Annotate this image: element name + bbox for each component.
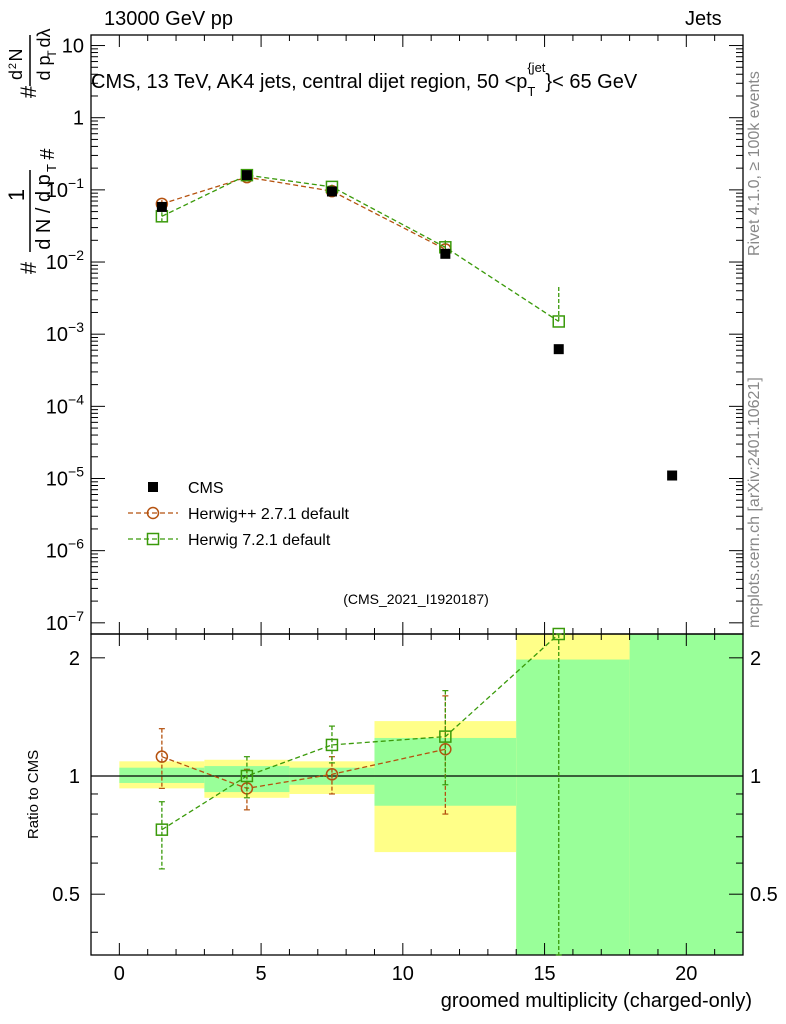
legend-label: Herwig 7.2.1 default [188, 532, 331, 549]
ratio-axis-label: Ratio to CMS [25, 750, 42, 839]
legend-marker [146, 532, 160, 546]
cms-point [156, 201, 167, 212]
ratio-y-tick-label-right: 1 [750, 766, 761, 788]
header-right: Jets [685, 8, 722, 30]
legend-label: Herwig++ 2.7.1 default [188, 506, 350, 523]
ratio-point [325, 768, 339, 781]
svg-text:N: N [6, 49, 26, 62]
ratio-point [155, 750, 169, 763]
analysis-id: (CMS_2021_I1920187) [343, 591, 489, 607]
x-tick-label: 20 [675, 963, 697, 985]
ratio-line-2 [161, 633, 560, 831]
y-tick-label: 10−7 [46, 608, 84, 635]
ratio-y-tick-label: 0.5 [52, 884, 80, 906]
ratio-line-1 [161, 748, 446, 790]
y-tick-label: 10−3 [46, 319, 84, 346]
ratio-point [439, 730, 452, 743]
chart-title: CMS, 13 TeV, AK4 jets, central dijet reg… [91, 60, 638, 99]
svg-text:1: 1 [4, 189, 29, 201]
svg-text:#: # [37, 148, 59, 160]
ratio-band-green-0 [119, 767, 205, 783]
y-tick-label: 10−6 [46, 536, 84, 563]
svg-text:T: T [45, 50, 59, 58]
series-line-2 [161, 174, 560, 323]
ratio-point [552, 627, 565, 641]
cms-point [440, 248, 451, 259]
ratio-point [240, 769, 254, 783]
ratio-point [439, 742, 452, 756]
y-tick-label: 1 [73, 108, 84, 130]
data-point [552, 315, 565, 328]
data-point [240, 168, 254, 182]
svg-text:dλ: dλ [34, 28, 54, 47]
ratio-y-tick-label: 2 [69, 648, 80, 670]
ratio-point [155, 823, 169, 836]
x-tick-label: 0 [114, 963, 125, 985]
svg-text:#: # [16, 261, 41, 274]
ratio-frame [90, 633, 744, 956]
svg-text:T: T [44, 164, 59, 172]
ratio-band-green-5 [629, 634, 743, 955]
y-tick-label: 10−5 [46, 464, 84, 491]
y-tick-label: 10−4 [46, 391, 84, 418]
svg-text:d N / d p: d N / d p [33, 174, 55, 250]
ratio-y-tick-label-right: 2 [750, 648, 761, 670]
ratio-point [325, 738, 339, 752]
y-tick-label: 10−2 [46, 247, 84, 274]
legend-marker [148, 482, 158, 492]
svg-text:2: 2 [7, 63, 19, 69]
cms-point [241, 170, 252, 181]
y-tick-label: 10−1 [46, 175, 84, 202]
y-tick-label: 10 [62, 36, 84, 58]
svg-text:#: # [16, 85, 41, 98]
svg-text:d: d [6, 70, 26, 80]
x-tick-label: 10 [392, 963, 414, 985]
x-tick-label: 15 [533, 963, 555, 985]
ratio-band-green-4 [516, 659, 630, 955]
legend-marker [146, 506, 160, 520]
ratio-y-tick-label-right: 0.5 [750, 884, 778, 906]
ratio-y-tick-label: 1 [69, 766, 80, 788]
cms-point [667, 470, 678, 481]
x-axis-label: groomed multiplicity (charged-only) [441, 990, 752, 1012]
cms-point [553, 344, 564, 355]
svg-text:d p: d p [34, 55, 54, 80]
header-left: 13000 GeV pp [104, 8, 233, 30]
legend-label: CMS [188, 480, 224, 497]
cms-point [326, 186, 337, 197]
series-line-1 [161, 176, 446, 250]
x-tick-label: 5 [256, 963, 267, 985]
